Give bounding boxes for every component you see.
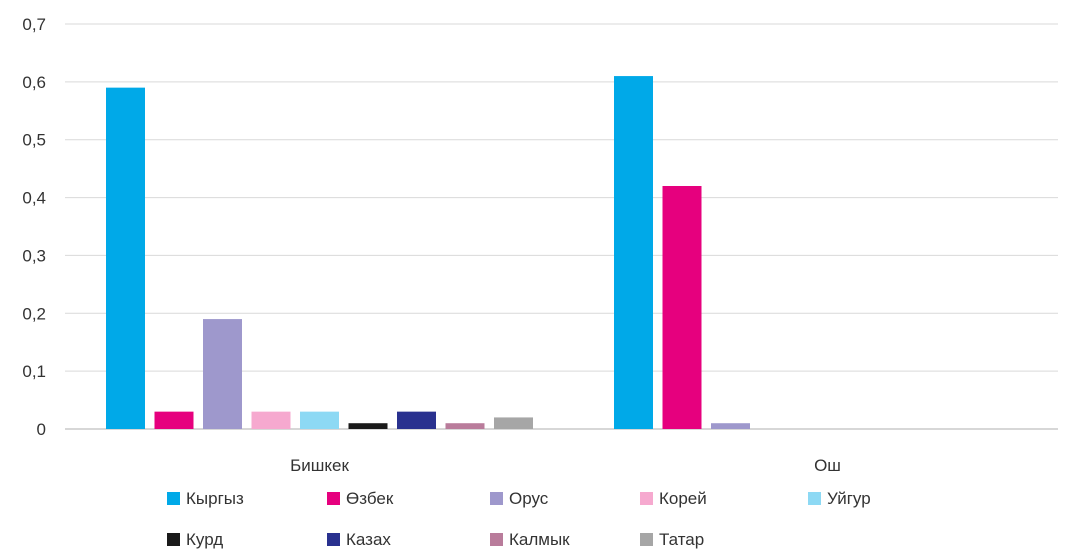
bar [300,411,339,429]
legend-swatch [490,492,503,505]
y-tick-label: 0,5 [22,131,46,150]
x-axis: Бишкек Ош [290,456,841,475]
legend-label: Орус [509,489,549,508]
bar [154,411,194,429]
legend-item: Орус [490,489,549,508]
y-tick-label: 0,3 [22,246,46,265]
y-tick-label: 0,2 [22,304,46,323]
x-category-label: Бишкек [290,456,349,475]
legend-swatch [167,492,180,505]
bar [662,186,702,429]
legend-label: Калмык [509,530,570,549]
bar [348,423,388,429]
bar [711,423,750,429]
legend-swatch [808,492,821,505]
legend-swatch [167,533,180,546]
y-tick-label: 0,4 [22,189,46,208]
legend-item: Корей [640,489,707,508]
y-tick-label: 0,6 [22,73,46,92]
legend-item: Кыргыз [167,489,244,508]
legend-swatch [327,492,340,505]
y-tick-label: 0 [37,420,46,439]
legend-label: Татар [659,530,704,549]
legend-label: Кыргыз [186,489,244,508]
legend-item: Казах [327,530,391,549]
bar [614,76,653,430]
bar [203,319,242,429]
legend-label: Казах [346,530,391,549]
legend-item: Курд [167,530,223,549]
legend-item: Татар [640,530,704,549]
y-tick-label: 0,1 [22,362,46,381]
bar [445,423,485,429]
y-axis: 0 0,1 0,2 0,3 0,4 0,5 0,6 0,7 [22,15,46,439]
bar [494,417,533,429]
bars [106,76,750,430]
bar [106,87,145,430]
bar [251,411,291,429]
legend-item: Уйгур [808,489,871,508]
legend-item: Өзбек [327,489,394,508]
legend-swatch [327,533,340,546]
legend-label: Уйгур [827,489,871,508]
x-category-label: Ош [814,456,841,475]
legend-swatch [640,492,653,505]
legend-label: Өзбек [346,489,394,508]
legend: Кыргыз Өзбек Орус Корей Уйгур Курд Казах Калмык… [167,489,871,549]
y-tick-label: 0,7 [22,15,46,34]
legend-swatch [640,533,653,546]
legend-item: Калмык [490,530,570,549]
legend-swatch [490,533,503,546]
bar [397,411,436,429]
legend-label: Корей [659,489,707,508]
legend-label: Курд [186,530,223,549]
